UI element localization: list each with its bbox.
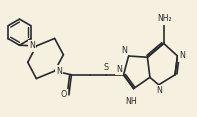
Text: N: N — [56, 67, 62, 76]
Text: S: S — [103, 63, 109, 72]
Text: O: O — [60, 90, 67, 99]
Text: N: N — [156, 86, 162, 95]
Text: NH: NH — [125, 97, 137, 106]
Text: N: N — [122, 46, 127, 55]
Text: N: N — [29, 41, 35, 50]
Text: N: N — [116, 65, 122, 74]
Text: NH₂: NH₂ — [158, 14, 172, 23]
Text: N: N — [179, 51, 185, 60]
